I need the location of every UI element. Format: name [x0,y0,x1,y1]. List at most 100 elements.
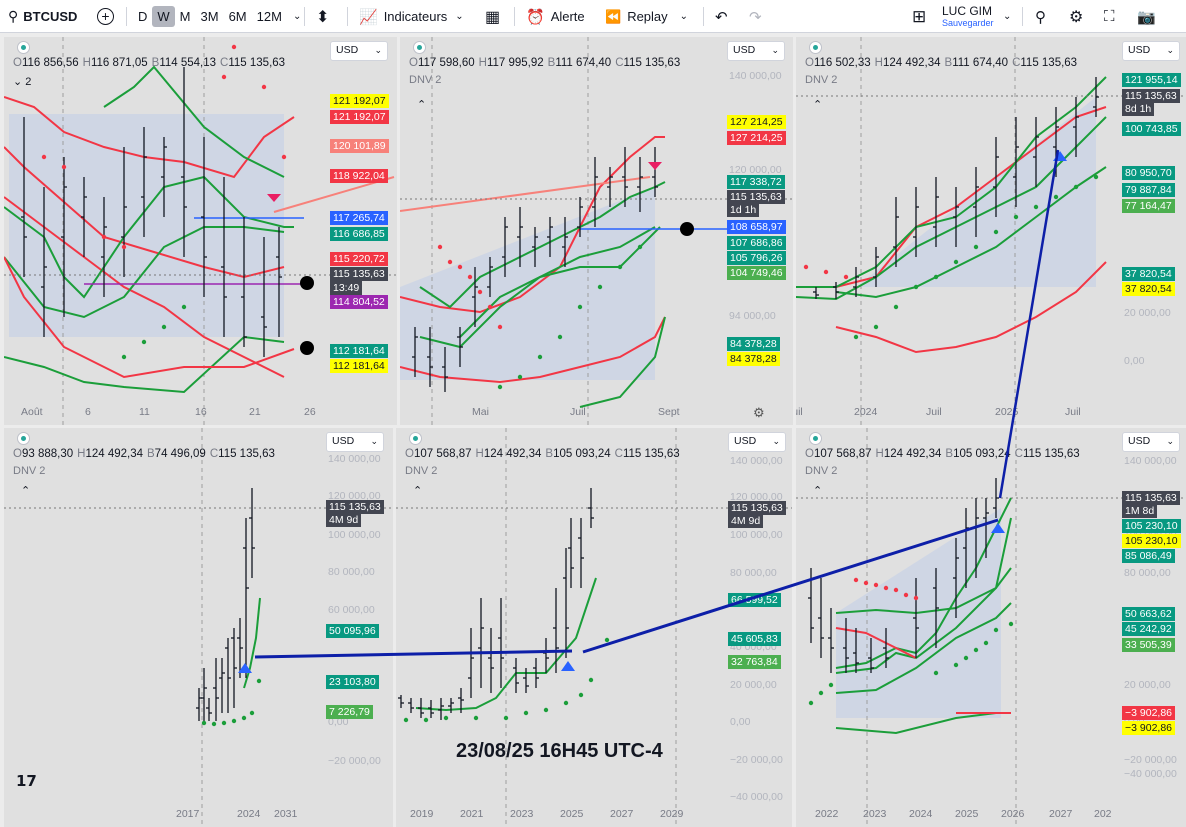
ohlc-value: 111 674,40 [952,57,1009,69]
currency-select[interactable]: USD ⌄ [1122,41,1180,61]
sar-dot [41,154,47,160]
undo-button[interactable]: ↶ [715,0,728,33]
settings-small-icon[interactable]: ⚙ [753,405,765,420]
price-axis-tick: 140 000,00 [328,453,381,465]
sar-dot [913,284,919,290]
fullscreen-button[interactable]: ⛶ [1104,0,1115,33]
chart-type-button[interactable]: ⬍ [316,0,329,33]
sar-dot [993,229,999,235]
ohlc-key: H [77,448,86,460]
currency-select[interactable]: USD ⌄ [1122,432,1180,452]
currency-value: USD [332,435,355,447]
currency-select[interactable]: USD ⌄ [326,432,384,452]
interval-6m[interactable]: 6M [228,9,247,24]
quick-search-button[interactable]: ⚲ [1035,0,1046,33]
price-label: 127 214,25 [727,131,786,145]
interval-dropdown-icon[interactable]: ⌄ [292,11,302,22]
chart-pane[interactable]: O107 568,87 H124 492,34 B105 093,24 C115 13… [796,428,1186,827]
layout-dropdown-icon[interactable]: ⌄ [1003,11,1012,22]
interval-d[interactable]: D [138,9,148,24]
time-axis-tick: Juil [926,406,942,418]
ohlc-key: H [82,57,91,69]
chevron-down-icon: ⌄ [771,45,779,55]
price-chart-canvas[interactable] [400,37,793,425]
chart-pane[interactable]: O116 856,56 H116 871,05 B114 554,13 C115 13… [4,37,397,425]
symbol-search[interactable]: ⚲ BTCUSD [8,0,77,33]
sar-dot [121,354,127,360]
sar-dot [61,164,67,170]
sar-dot [893,587,899,593]
chevron-down-icon: ⌄ [1166,45,1174,55]
price-chart-canvas[interactable] [396,428,792,827]
interval-3m[interactable]: 3M [200,9,219,24]
interval-12m[interactable]: 12M [256,9,282,24]
sar-dot [993,627,999,633]
legend-collapse-button[interactable]: ⌃ [813,485,823,497]
settings-button[interactable]: ⚙ [1069,0,1083,33]
currency-select[interactable]: USD ⌄ [330,41,388,61]
price-label: 50 663,62 [1122,607,1175,621]
sar-dot [983,640,989,646]
ohlc-key: C [1014,448,1023,460]
time-axis-tick: 2024 [854,406,878,418]
legend-collapse-button[interactable]: ⌄ 2 [13,76,32,88]
price-axis-tick: 20 000,00 [1124,307,1171,319]
chart-pane[interactable]: O116 502,33 H124 492,34 B111 674,40 C115 13… [796,37,1186,425]
currency-value: USD [1128,435,1151,447]
sar-dot [473,715,479,721]
time-axis-tick: Juil [570,406,586,418]
indicator-line [4,256,295,379]
sar-dot [853,577,859,583]
ohlc-key: H [875,448,884,460]
legend-collapse-button[interactable]: ⌃ [21,485,31,497]
sar-dot [873,582,879,588]
ohlc-value: 115 135,63 [623,57,681,69]
chart-pane[interactable]: O117 598,60 H117 995,92 B111 674,40 C115 13… [400,37,793,425]
price-label: 115 135,63 [728,501,786,515]
sar-dot [973,647,979,653]
interval-m[interactable]: M [179,9,191,24]
ohlc-legend: O117 598,60 H117 995,92 B111 674,40 C115 13… [409,57,684,69]
sar-dot [403,717,409,723]
currency-select[interactable]: USD ⌄ [727,41,785,61]
legend-collapse-button[interactable]: ⌃ [413,485,423,497]
layout-name-button[interactable]: LUC GIM Sauvegarder [942,0,994,33]
layout-grid-button[interactable]: ⊞ [912,0,926,33]
alert-button[interactable]: ⏰ Alerte [526,0,585,33]
time-axis-tick: 2023 [510,808,534,820]
currency-select[interactable]: USD ⌄ [728,432,786,452]
ohlc-key: O [13,448,22,460]
price-axis-tick: 140 000,00 [730,455,783,467]
sar-dot [873,324,879,330]
legend-collapse-button[interactable]: ⌃ [417,99,427,111]
price-label: 115 135,63 [330,267,388,281]
marker-dot [300,341,314,355]
sar-dot [437,244,443,250]
sar-dot [457,264,463,270]
price-label: 120 101,89 [330,139,389,153]
chart-pane[interactable]: O93 888,30 H124 492,34 B74 496,09 C115 135,… [4,428,393,827]
legend-collapse-button[interactable]: ⌃ [813,99,823,111]
redo-button[interactable]: ↷ [749,0,762,33]
price-label: 112 181,64 [330,359,388,373]
replay-button[interactable]: ⏪ Replay ⌄ [605,0,688,33]
price-label: 23 103,80 [326,675,379,689]
price-label: 66 599,52 [728,593,781,607]
indicators-button[interactable]: 📈 Indicateurs ⌄ [359,0,464,33]
layouts-button[interactable]: ▦ [485,0,500,33]
price-label: −3 902,86 [1122,706,1176,720]
sar-dot [1093,174,1099,180]
interval-w[interactable]: W [152,6,175,27]
bitcoin-logo-icon [17,41,30,54]
sar-dot [617,264,623,270]
price-chart-canvas[interactable] [4,37,397,425]
compare-button[interactable]: + [97,0,114,33]
chart-pane[interactable]: O107 568,87 H124 492,34 B105 093,24 C115 13… [396,428,792,827]
ohlc-value: 107 568,87 [813,448,872,460]
sar-dot [497,384,503,390]
price-axis-tick: 80 000,00 [328,566,375,578]
indicator-legend: DNV 2 [13,465,46,477]
price-axis-tick: 0,00 [328,716,349,728]
snapshot-button[interactable]: 📷 [1137,0,1156,33]
price-chart-canvas[interactable] [4,428,393,827]
